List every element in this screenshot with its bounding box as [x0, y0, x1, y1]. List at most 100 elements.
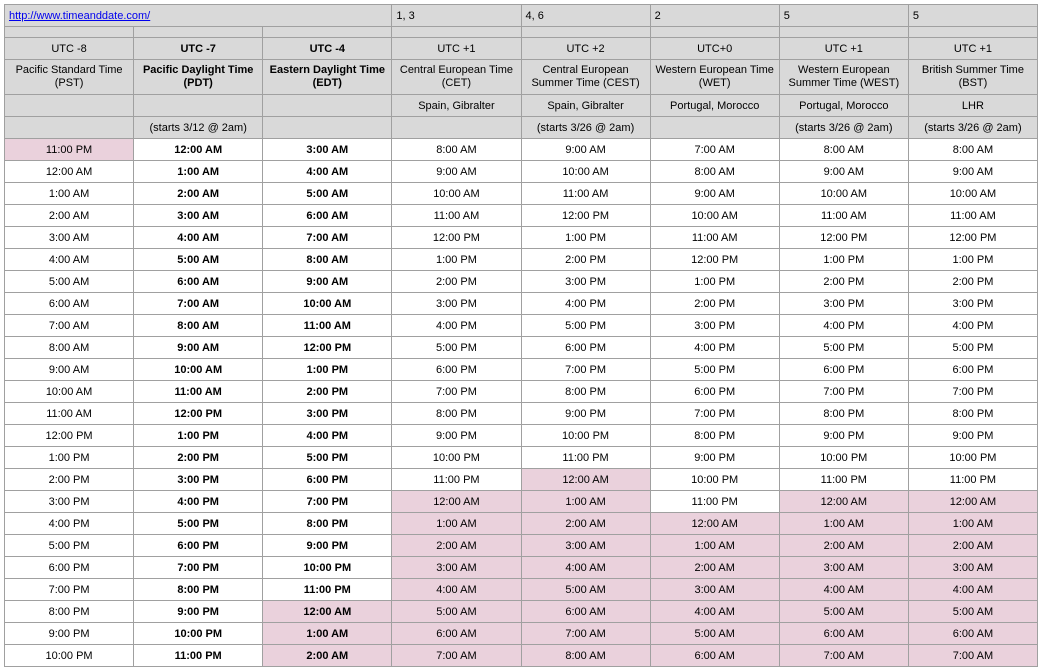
time-cell: 1:00 PM	[263, 359, 392, 381]
region: Spain, Gibralter	[392, 95, 521, 117]
time-cell: 4:00 PM	[650, 337, 779, 359]
time-cell: 3:00 AM	[779, 557, 908, 579]
time-cell: 5:00 AM	[263, 183, 392, 205]
starts: (starts 3/26 @ 2am)	[908, 117, 1037, 139]
time-cell: 6:00 AM	[650, 645, 779, 667]
tz-name: Pacific Standard Time (PST)	[5, 60, 134, 95]
time-cell: 3:00 AM	[392, 557, 521, 579]
time-cell: 5:00 AM	[779, 601, 908, 623]
time-cell: 10:00 AM	[134, 359, 263, 381]
utc-header: UTC+0	[650, 38, 779, 60]
region	[263, 95, 392, 117]
time-cell: 10:00 AM	[779, 183, 908, 205]
time-cell: 10:00 PM	[908, 447, 1037, 469]
time-cell: 5:00 AM	[521, 579, 650, 601]
utc-header: UTC +1	[779, 38, 908, 60]
time-cell: 7:00 AM	[521, 623, 650, 645]
time-cell: 5:00 PM	[779, 337, 908, 359]
time-cell: 8:00 PM	[134, 579, 263, 601]
tz-name: Central European Time (CET)	[392, 60, 521, 95]
time-cell: 10:00 PM	[263, 557, 392, 579]
time-cell: 8:00 AM	[134, 315, 263, 337]
time-cell: 2:00 AM	[134, 183, 263, 205]
header-spacer	[5, 27, 134, 38]
time-cell: 7:00 AM	[263, 227, 392, 249]
time-cell: 2:00 PM	[908, 271, 1037, 293]
time-cell: 4:00 PM	[521, 293, 650, 315]
time-cell: 5:00 PM	[521, 315, 650, 337]
time-cell: 7:00 PM	[521, 359, 650, 381]
top-number: 5	[779, 5, 908, 27]
time-cell: 3:00 PM	[392, 293, 521, 315]
header-spacer	[650, 27, 779, 38]
time-cell: 5:00 AM	[5, 271, 134, 293]
starts: (starts 3/26 @ 2am)	[779, 117, 908, 139]
time-cell: 12:00 PM	[5, 425, 134, 447]
time-cell: 2:00 AM	[5, 205, 134, 227]
time-cell: 7:00 PM	[392, 381, 521, 403]
time-cell: 1:00 PM	[650, 271, 779, 293]
time-cell: 9:00 PM	[779, 425, 908, 447]
time-cell: 9:00 AM	[908, 161, 1037, 183]
time-cell: 11:00 PM	[5, 139, 134, 161]
time-cell: 9:00 PM	[392, 425, 521, 447]
time-cell: 4:00 AM	[908, 579, 1037, 601]
time-cell: 6:00 PM	[779, 359, 908, 381]
time-cell: 8:00 PM	[908, 403, 1037, 425]
time-cell: 3:00 PM	[779, 293, 908, 315]
time-cell: 10:00 AM	[908, 183, 1037, 205]
top-number: 5	[908, 5, 1037, 27]
time-cell: 8:00 AM	[392, 139, 521, 161]
time-cell: 9:00 PM	[521, 403, 650, 425]
time-cell: 9:00 AM	[263, 271, 392, 293]
time-cell: 11:00 AM	[5, 403, 134, 425]
starts	[263, 117, 392, 139]
time-cell: 5:00 AM	[392, 601, 521, 623]
time-cell: 4:00 AM	[134, 227, 263, 249]
header-spacer	[908, 27, 1037, 38]
time-cell: 10:00 AM	[392, 183, 521, 205]
time-cell: 6:00 PM	[650, 381, 779, 403]
time-cell: 12:00 AM	[134, 139, 263, 161]
time-cell: 11:00 PM	[521, 447, 650, 469]
tz-name: Central European Summer Time (CEST)	[521, 60, 650, 95]
time-cell: 6:00 PM	[908, 359, 1037, 381]
time-cell: 11:00 AM	[779, 205, 908, 227]
header-spacer	[263, 27, 392, 38]
time-cell: 11:00 PM	[908, 469, 1037, 491]
region: Portugal, Morocco	[650, 95, 779, 117]
tz-name: British Summer Time (BST)	[908, 60, 1037, 95]
time-cell: 9:00 PM	[134, 601, 263, 623]
time-cell: 10:00 PM	[134, 623, 263, 645]
time-cell: 8:00 AM	[263, 249, 392, 271]
timezone-table: http://www.timeanddate.com/1, 34, 6255UT…	[4, 4, 1038, 667]
time-cell: 2:00 PM	[5, 469, 134, 491]
time-cell: 7:00 PM	[134, 557, 263, 579]
time-cell: 7:00 AM	[779, 645, 908, 667]
starts	[392, 117, 521, 139]
timeanddate-link[interactable]: http://www.timeanddate.com/	[9, 10, 150, 22]
time-cell: 4:00 AM	[5, 249, 134, 271]
time-cell: 12:00 AM	[779, 491, 908, 513]
time-cell: 6:00 PM	[392, 359, 521, 381]
time-cell: 4:00 AM	[650, 601, 779, 623]
time-cell: 10:00 PM	[5, 645, 134, 667]
time-cell: 12:00 AM	[521, 469, 650, 491]
time-cell: 9:00 AM	[5, 359, 134, 381]
time-cell: 8:00 AM	[779, 139, 908, 161]
region	[134, 95, 263, 117]
time-cell: 4:00 AM	[779, 579, 908, 601]
starts	[650, 117, 779, 139]
time-cell: 9:00 PM	[650, 447, 779, 469]
time-cell: 4:00 PM	[392, 315, 521, 337]
time-cell: 8:00 PM	[392, 403, 521, 425]
time-cell: 4:00 PM	[134, 491, 263, 513]
time-cell: 11:00 AM	[650, 227, 779, 249]
time-cell: 12:00 AM	[908, 491, 1037, 513]
region: LHR	[908, 95, 1037, 117]
time-cell: 5:00 AM	[908, 601, 1037, 623]
starts: (starts 3/12 @ 2am)	[134, 117, 263, 139]
time-cell: 10:00 AM	[263, 293, 392, 315]
time-cell: 5:00 PM	[134, 513, 263, 535]
time-cell: 12:00 PM	[908, 227, 1037, 249]
